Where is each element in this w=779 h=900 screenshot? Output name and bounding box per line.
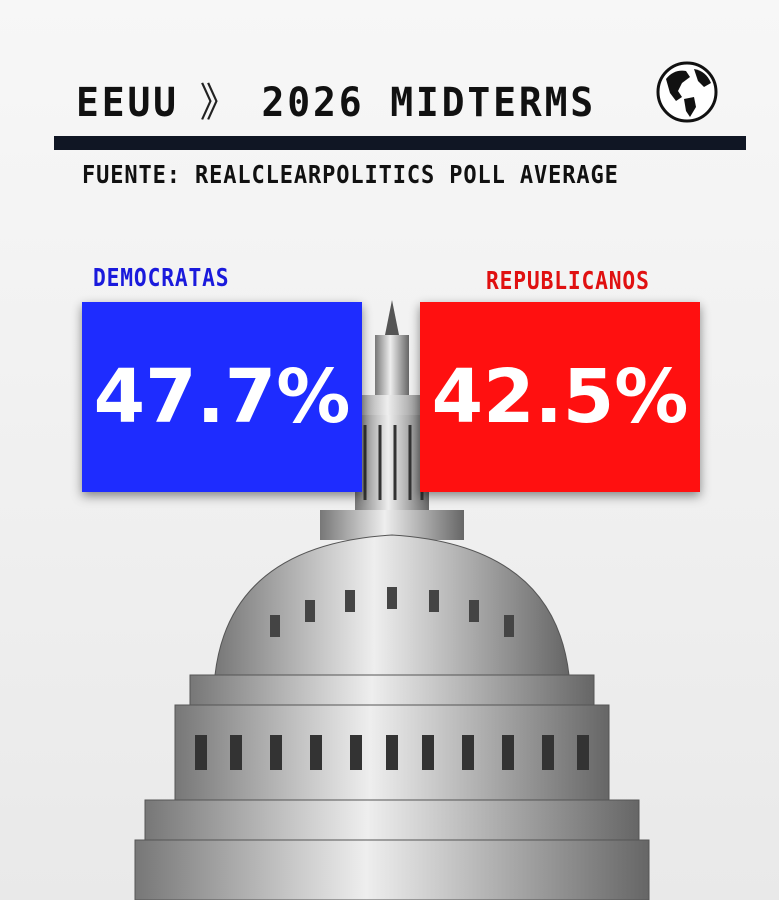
republicans-percentage-box: 42.5% [420, 302, 700, 492]
title-country: EEUU [76, 80, 179, 126]
democrats-percentage-box: 47.7% [82, 302, 362, 492]
capitol-dome-image [134, 300, 650, 900]
source-text: FUENTE: REALCLEARPOLITICS POLL AVERAGE [82, 160, 619, 189]
globe-icon [656, 61, 718, 123]
header-divider [54, 136, 746, 150]
republicans-percentage: 42.5% [431, 354, 689, 440]
title-separator: 》 [199, 80, 241, 126]
democrats-percentage: 47.7% [93, 354, 351, 440]
republicans-label: REPUBLICANOS [486, 266, 650, 295]
page-title: EEUU 》 2026 MIDTERMS [76, 70, 596, 128]
title-event: 2026 MIDTERMS [261, 80, 597, 126]
democrats-label: DEMOCRATAS [93, 263, 230, 292]
